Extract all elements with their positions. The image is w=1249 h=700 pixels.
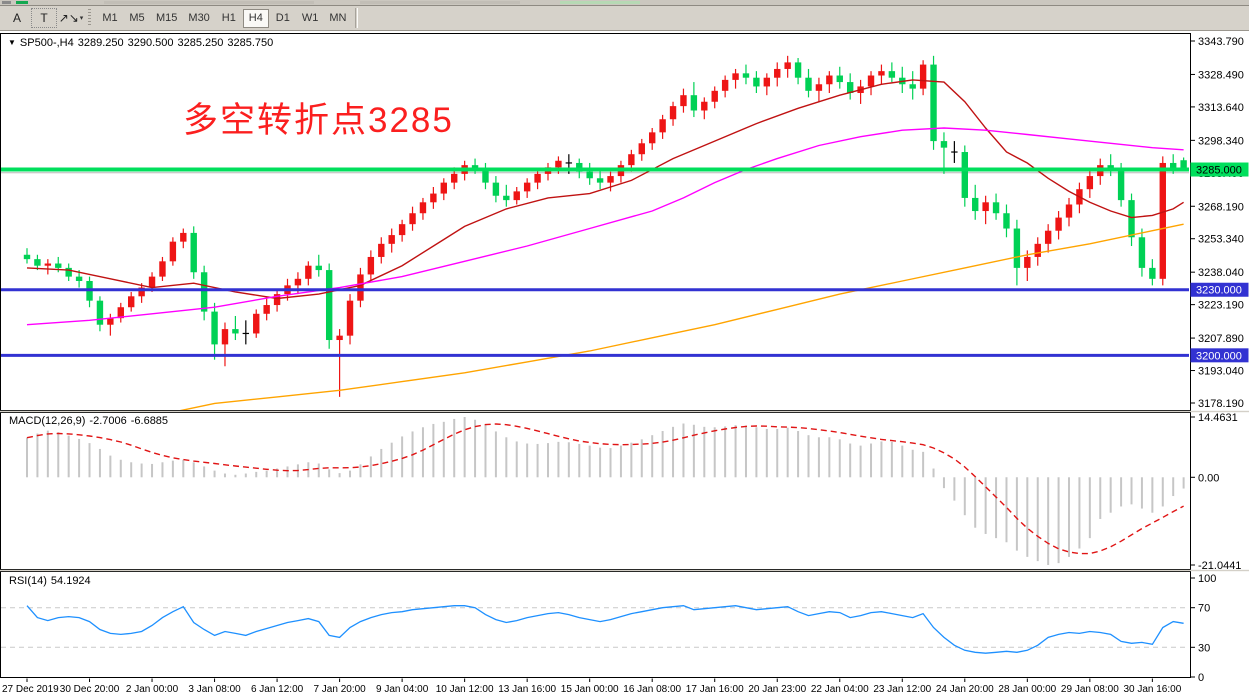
time-axis-labels: 27 Dec 2019 30 Dec 20:00 2 Jan 00:00 3 Jan … (2, 678, 1182, 695)
ohlc-close: 3285.750 (227, 37, 274, 49)
tool-button-a[interactable]: A (4, 8, 30, 28)
drawing-tools-group: A T ↗↘ ▾ (4, 8, 84, 28)
ohlc-open: 3289.250 (77, 37, 124, 49)
svg-text:2 Jan 00:00: 2 Jan 00:00 (126, 684, 179, 695)
symbol-dropdown-icon[interactable]: ▼ (8, 38, 16, 47)
toolbar-separator (355, 8, 359, 28)
level-price-tag: 3200.000 (1190, 348, 1249, 363)
timeframe-group: M1 M5 M15 M30 H1 H4 D1 W1 MN (97, 8, 351, 28)
rsi-line (26, 605, 1184, 654)
svg-text:30 Dec 20:00: 30 Dec 20:00 (60, 684, 120, 695)
svg-text:3230.000: 3230.000 (1196, 285, 1242, 297)
svg-text:30: 30 (1198, 642, 1210, 654)
macd-indicator-label: MACD(12,26,9) -2.7006 -6.6885 (9, 415, 172, 427)
toolbar: A T ↗↘ ▾ M1 M5 M15 M30 H1 H4 D1 W1 MN (0, 6, 1249, 31)
ma-mid-line (26, 127, 1184, 326)
svg-text:15 Jan 00:00: 15 Jan 00:00 (561, 684, 619, 695)
svg-text:70: 70 (1198, 603, 1210, 615)
ohlc-high: 3290.500 (127, 37, 174, 49)
svg-text:7 Jan 20:00: 7 Jan 20:00 (313, 684, 366, 695)
svg-text:3268.190: 3268.190 (1198, 201, 1244, 213)
macd-signal-line (26, 423, 1184, 555)
svg-text:24 Jan 20:00: 24 Jan 20:00 (936, 684, 994, 695)
svg-text:3 Jan 08:00: 3 Jan 08:00 (188, 684, 241, 695)
timeframe-button-d1[interactable]: D1 (270, 9, 296, 28)
svg-text:-21.0441: -21.0441 (1198, 560, 1241, 572)
toolbar-fragment (2, 1, 11, 4)
rsi-value: 54.1924 (50, 575, 91, 587)
svg-text:28 Jan 00:00: 28 Jan 00:00 (998, 684, 1056, 695)
svg-text:9 Jan 04:00: 9 Jan 04:00 (376, 684, 429, 695)
chart-title: ▼ SP500-,H4 3289.250 3290.500 3285.250 3285.7… (8, 37, 277, 49)
svg-text:3298.340: 3298.340 (1198, 135, 1244, 147)
toolbar-fragment (16, 1, 28, 4)
svg-text:3328.490: 3328.490 (1198, 69, 1244, 81)
moving-averages-group (26, 79, 1184, 410)
symbol-period-label: SP500-,H4 (19, 37, 74, 49)
tool-button-t[interactable]: T (31, 8, 57, 28)
toolbar-fragment (104, 1, 314, 4)
svg-text:27 Dec 2019: 27 Dec 2019 (2, 684, 59, 695)
ma-slow-line (179, 223, 1184, 410)
rsi-indicator-label: RSI(14) 54.1924 (9, 575, 95, 587)
svg-text:13 Jan 16:00: 13 Jan 16:00 (498, 684, 556, 695)
svg-text:16 Jan 08:00: 16 Jan 08:00 (623, 684, 681, 695)
main-chart-panel[interactable] (0, 33, 1191, 411)
toolbar-fragment (360, 1, 520, 4)
macd-main-value: -2.7006 (89, 415, 127, 427)
svg-text:14.4631: 14.4631 (1198, 412, 1238, 424)
svg-text:29 Jan 08:00: 29 Jan 08:00 (1061, 684, 1119, 695)
time-axis[interactable] (0, 678, 1190, 700)
timeframe-button-h4[interactable]: H4 (242, 8, 269, 28)
svg-text:3207.890: 3207.890 (1198, 333, 1244, 345)
macd-name: MACD(12,26,9) (9, 415, 86, 427)
svg-text:3200.000: 3200.000 (1196, 350, 1242, 362)
clipped-upper-toolbar (0, 0, 1249, 6)
ohlc-low: 3285.250 (177, 37, 224, 49)
price-axis-labels: 3343.7903328.4903313.6403298.3403283.490… (1190, 36, 1244, 684)
toolbar-fragment (560, 1, 640, 4)
svg-text:3238.040: 3238.040 (1198, 267, 1244, 279)
svg-text:100: 100 (1198, 573, 1216, 585)
chevron-down-icon: ▾ (79, 15, 84, 22)
macd-signal-value: -6.6885 (130, 415, 169, 427)
svg-text:3223.190: 3223.190 (1198, 300, 1244, 312)
price-axis[interactable] (1191, 31, 1249, 678)
svg-text:30 Jan 16:00: 30 Jan 16:00 (1123, 684, 1181, 695)
svg-text:3285.000: 3285.000 (1196, 165, 1242, 177)
svg-text:17 Jan 16:00: 17 Jan 16:00 (686, 684, 744, 695)
svg-text:3193.040: 3193.040 (1198, 366, 1244, 378)
rsi-panel[interactable] (0, 571, 1191, 678)
svg-text:3253.340: 3253.340 (1198, 234, 1244, 246)
level-price-tag: 3285.000 (1190, 162, 1249, 177)
rsi-name: RSI(14) (9, 575, 47, 587)
macd-histogram (26, 417, 1185, 565)
svg-text:0: 0 (1198, 672, 1204, 684)
timeframe-button-mn[interactable]: MN (324, 9, 351, 28)
svg-text:3313.640: 3313.640 (1198, 102, 1244, 114)
macd-panel[interactable] (0, 412, 1191, 570)
svg-text:10 Jan 12:00: 10 Jan 12:00 (436, 684, 494, 695)
svg-text:0.00: 0.00 (1198, 472, 1219, 484)
timeframe-button-m30[interactable]: M30 (183, 9, 214, 28)
svg-text:3178.190: 3178.190 (1198, 398, 1244, 410)
toolbar-drag-handle[interactable] (88, 9, 91, 27)
level-price-tag: 3230.000 (1190, 282, 1249, 297)
timeframe-button-w1[interactable]: W1 (297, 9, 324, 28)
svg-text:20 Jan 23:00: 20 Jan 23:00 (748, 684, 806, 695)
svg-text:23 Jan 12:00: 23 Jan 12:00 (873, 684, 931, 695)
timeframe-button-m1[interactable]: M1 (97, 9, 123, 28)
shapes-dropdown-button[interactable]: ↗↘ ▾ (58, 8, 84, 28)
timeframe-button-m5[interactable]: M5 (124, 9, 150, 28)
annotation-text[interactable]: 多空转折点3285 (183, 101, 454, 140)
svg-text:3343.790: 3343.790 (1198, 36, 1244, 48)
svg-text:22 Jan 04:00: 22 Jan 04:00 (811, 684, 869, 695)
svg-text:6 Jan 12:00: 6 Jan 12:00 (251, 684, 304, 695)
timeframe-button-h1[interactable]: H1 (216, 9, 242, 28)
timeframe-button-m15[interactable]: M15 (151, 9, 182, 28)
